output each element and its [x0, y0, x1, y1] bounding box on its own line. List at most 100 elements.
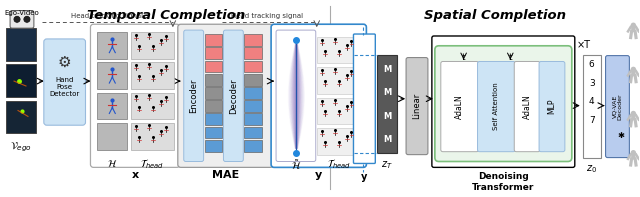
Bar [205, 34, 223, 46]
Bar [244, 60, 262, 72]
Text: Denoising
Transformer: Denoising Transformer [472, 172, 534, 192]
Text: Temporal Completion: Temporal Completion [87, 8, 245, 21]
Text: AdaLN: AdaLN [455, 94, 464, 119]
Text: t: t [462, 53, 465, 62]
Circle shape [630, 150, 636, 155]
Text: x: x [132, 170, 139, 180]
FancyBboxPatch shape [515, 61, 540, 152]
Circle shape [13, 15, 21, 23]
Text: $\tilde{\mathcal{H}}$: $\tilde{\mathcal{H}}$ [291, 158, 301, 172]
FancyBboxPatch shape [441, 61, 479, 152]
Text: 4: 4 [589, 97, 595, 106]
FancyBboxPatch shape [477, 61, 515, 152]
Bar [97, 123, 127, 150]
FancyBboxPatch shape [605, 56, 629, 158]
Bar [205, 127, 223, 138]
Text: $z_0$: $z_0$ [586, 164, 597, 175]
Text: Self Attention: Self Attention [493, 83, 499, 130]
FancyBboxPatch shape [178, 24, 273, 167]
Text: y: y [315, 170, 323, 180]
Bar [317, 98, 360, 124]
Text: Ego-Video: Ego-Video [4, 10, 39, 17]
Bar [317, 37, 360, 63]
Circle shape [630, 67, 636, 72]
FancyBboxPatch shape [184, 30, 204, 162]
Text: t: t [508, 53, 512, 62]
Circle shape [630, 23, 636, 28]
Bar [583, 55, 600, 158]
Circle shape [630, 111, 636, 116]
Text: M: M [383, 88, 391, 97]
Text: Linear: Linear [413, 92, 422, 119]
FancyBboxPatch shape [353, 34, 375, 164]
Text: Encoder: Encoder [189, 79, 198, 113]
Text: y: y [361, 172, 367, 182]
Circle shape [23, 15, 31, 23]
Text: Hand
Pose
Detector: Hand Pose Detector [49, 77, 80, 97]
Text: MLP: MLP [547, 99, 556, 114]
FancyBboxPatch shape [90, 24, 180, 167]
Text: 6: 6 [589, 60, 595, 69]
Text: M: M [383, 135, 391, 144]
Text: ×T: ×T [577, 40, 591, 50]
Bar [131, 62, 174, 89]
FancyBboxPatch shape [271, 24, 366, 167]
Bar [244, 74, 262, 85]
Bar [97, 93, 127, 119]
Text: MAE: MAE [212, 170, 239, 180]
Ellipse shape [631, 153, 636, 160]
Bar [131, 32, 174, 59]
Bar [244, 127, 262, 138]
Text: AdaLN: AdaLN [523, 94, 532, 119]
Text: $\mathcal{V}_{ego}$: $\mathcal{V}_{ego}$ [10, 141, 32, 154]
FancyBboxPatch shape [539, 61, 565, 152]
Bar [244, 113, 262, 125]
Text: ✱: ✱ [618, 132, 625, 140]
Bar [97, 62, 127, 89]
Bar [6, 101, 36, 133]
Bar [97, 32, 127, 59]
Bar [244, 87, 262, 99]
Bar [317, 67, 360, 94]
Bar [378, 55, 397, 153]
FancyBboxPatch shape [44, 39, 86, 125]
Bar [205, 60, 223, 72]
Text: 3: 3 [589, 79, 595, 87]
Bar [131, 93, 174, 119]
Bar [6, 28, 36, 60]
Text: Head tracking signal: Head tracking signal [231, 13, 303, 19]
Text: ⚙: ⚙ [58, 55, 72, 70]
Text: $z_T$: $z_T$ [381, 160, 393, 171]
Bar [317, 128, 360, 155]
Bar [205, 87, 223, 99]
Text: M: M [383, 65, 391, 74]
Bar [205, 47, 223, 59]
Bar [205, 74, 223, 85]
Bar [6, 64, 36, 97]
Text: Spatial Completion: Spatial Completion [424, 8, 566, 21]
Bar [244, 140, 262, 152]
Text: VQ-VAE
Decoder: VQ-VAE Decoder [612, 93, 623, 120]
Text: M: M [383, 112, 391, 121]
FancyBboxPatch shape [406, 58, 428, 155]
FancyBboxPatch shape [435, 46, 572, 162]
Text: $\mathcal{T}_{head}$: $\mathcal{T}_{head}$ [326, 158, 351, 171]
Bar [205, 140, 223, 152]
Bar [244, 34, 262, 46]
Bar [205, 100, 223, 112]
FancyBboxPatch shape [432, 36, 575, 167]
FancyBboxPatch shape [10, 10, 34, 28]
Bar [205, 113, 223, 125]
FancyBboxPatch shape [223, 30, 243, 162]
Text: Decoder: Decoder [229, 78, 238, 114]
Ellipse shape [631, 113, 636, 121]
Text: $\mathcal{H}$: $\mathcal{H}$ [107, 158, 117, 169]
Text: Head tracking signal: Head tracking signal [71, 13, 143, 19]
FancyBboxPatch shape [276, 30, 316, 162]
Bar [244, 100, 262, 112]
Text: 7: 7 [589, 116, 595, 125]
Bar [244, 47, 262, 59]
Ellipse shape [631, 69, 636, 76]
Bar [131, 123, 174, 150]
Text: $\mathcal{T}_{head}$: $\mathcal{T}_{head}$ [140, 158, 164, 171]
